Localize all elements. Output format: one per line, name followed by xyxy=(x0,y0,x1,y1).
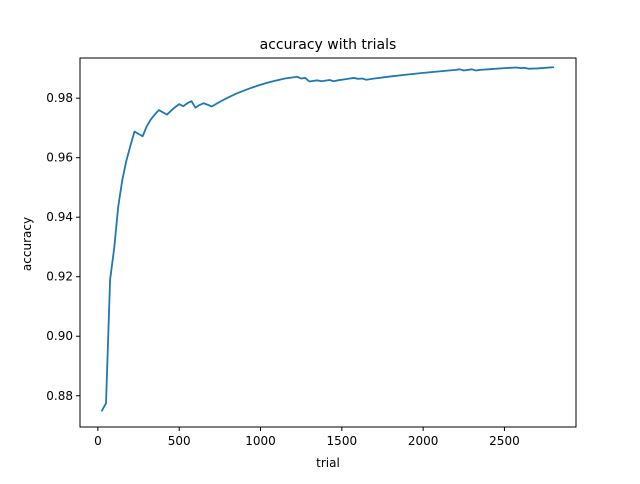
accuracy-series-line xyxy=(101,66,555,412)
x-tick-label: 1000 xyxy=(245,434,276,448)
y-tick-label: 0.88 xyxy=(46,389,73,403)
x-axis-title: trial xyxy=(316,456,340,470)
x-tick-label: 2000 xyxy=(408,434,439,448)
y-tick-label: 0.90 xyxy=(46,329,73,343)
chart-title: accuracy with trials xyxy=(260,37,397,53)
y-tick-label: 0.92 xyxy=(46,270,73,284)
x-tick-label: 0 xyxy=(94,434,102,448)
ticks-layer: 0 500 1000 1500 2000 2500 0.88 0.90 0.92 0.94 0.96… xyxy=(46,91,519,448)
x-tick-label: 2500 xyxy=(489,434,520,448)
y-tick-label: 0.98 xyxy=(46,91,73,105)
y-tick-label: 0.96 xyxy=(46,151,73,165)
plot-area-frame xyxy=(79,57,577,428)
x-tick-label: 500 xyxy=(168,434,191,448)
y-tick-label: 0.94 xyxy=(46,210,73,224)
y-axis-title: accuracy xyxy=(20,217,34,271)
x-tick-label: 1500 xyxy=(327,434,358,448)
